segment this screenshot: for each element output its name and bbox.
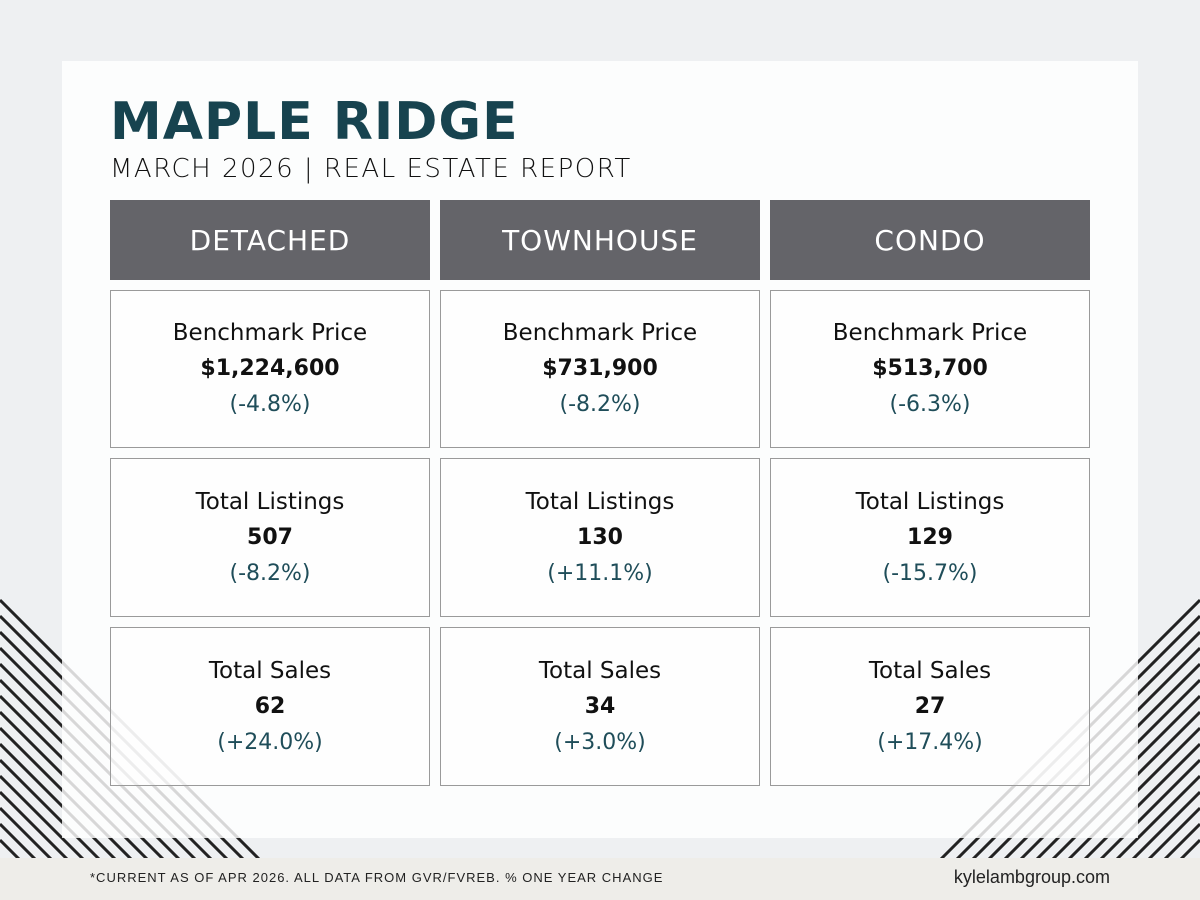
metric-change: (+11.1%) xyxy=(547,560,653,586)
metric-card: Total Sales 27 (+17.4%) xyxy=(770,627,1090,786)
metric-label: Total Sales xyxy=(868,657,992,684)
metric-value: 507 xyxy=(247,524,293,550)
metric-card: Total Listings 130 (+11.1%) xyxy=(440,458,760,617)
metric-label: Total Sales xyxy=(208,657,332,684)
metric-change: (-8.2%) xyxy=(229,560,311,586)
metric-label: Total Listings xyxy=(855,488,1005,515)
metric-label: Total Listings xyxy=(195,488,345,515)
metric-value: $731,900 xyxy=(542,356,658,381)
metric-card: Total Sales 34 (+3.0%) xyxy=(440,627,760,786)
metric-change: (+24.0%) xyxy=(217,729,323,755)
building-line xyxy=(0,838,22,860)
building-line xyxy=(0,758,102,860)
building-line xyxy=(0,822,38,860)
metric-card: Total Sales 62 (+24.0%) xyxy=(110,627,430,786)
metric-value: 130 xyxy=(577,524,623,550)
metric-label: Benchmark Price xyxy=(172,320,368,346)
building-line xyxy=(1146,806,1200,860)
building-line xyxy=(1130,790,1200,860)
metric-change: (-4.8%) xyxy=(229,392,311,417)
metric-change: (+17.4%) xyxy=(877,729,983,755)
building-line xyxy=(1114,774,1200,860)
building-line xyxy=(0,742,118,860)
metric-label: Benchmark Price xyxy=(502,320,698,346)
footer: *CURRENT AS OF APR 2026. ALL DATA FROM G… xyxy=(0,858,1200,900)
metric-card: Total Listings 129 (-15.7%) xyxy=(770,458,1090,617)
column-header-townhouse: TOWNHOUSE xyxy=(440,200,760,280)
building-line xyxy=(0,806,54,860)
page-title: MAPLE RIDGE xyxy=(110,92,519,152)
metric-label: Benchmark Price xyxy=(832,320,1028,346)
building-line xyxy=(1162,822,1200,860)
metric-value: $513,700 xyxy=(872,356,988,381)
metric-label: Total Sales xyxy=(538,657,662,684)
metric-change: (+3.0%) xyxy=(554,729,646,755)
building-line xyxy=(1178,838,1200,860)
metric-value: 62 xyxy=(254,693,286,719)
column-header-condo: CONDO xyxy=(770,200,1090,280)
website-link[interactable]: kylelambgroup.com xyxy=(953,867,1110,887)
metric-card: Benchmark Price $1,224,600 (-4.8%) xyxy=(110,290,430,448)
metric-card: Benchmark Price $513,700 (-6.3%) xyxy=(770,290,1090,448)
metric-change: (-8.2%) xyxy=(559,392,641,417)
metric-value: $1,224,600 xyxy=(200,356,340,381)
column-header-detached: DETACHED xyxy=(110,200,430,280)
page-subtitle: MARCH 2026 | REAL ESTATE REPORT xyxy=(110,154,632,184)
metric-card: Total Listings 507 (-8.2%) xyxy=(110,458,430,617)
metric-value: 129 xyxy=(907,524,953,550)
footer-note: *CURRENT AS OF APR 2026. ALL DATA FROM G… xyxy=(90,870,664,885)
building-line xyxy=(0,790,70,860)
metric-change: (-15.7%) xyxy=(882,560,978,586)
building-line xyxy=(0,774,86,860)
metric-label: Total Listings xyxy=(525,488,675,515)
metric-value: 34 xyxy=(584,693,616,719)
metric-value: 27 xyxy=(914,693,946,719)
metric-change: (-6.3%) xyxy=(889,392,971,417)
building-line xyxy=(1082,742,1200,860)
metric-card: Benchmark Price $731,900 (-8.2%) xyxy=(440,290,760,448)
building-line xyxy=(1098,758,1200,860)
